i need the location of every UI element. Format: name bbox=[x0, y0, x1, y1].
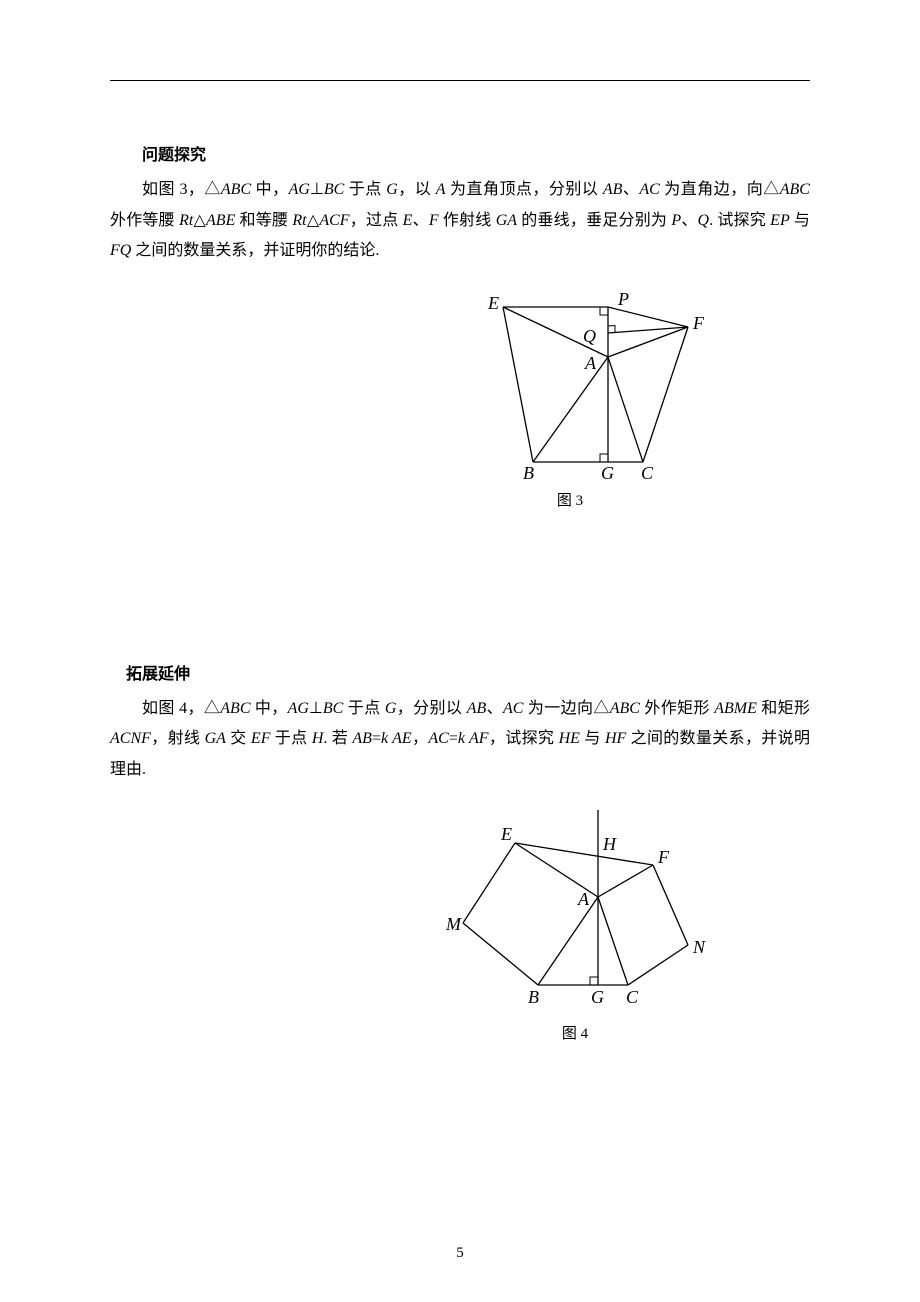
section-title-2: 拓展延伸 bbox=[110, 660, 810, 690]
paragraph-1: 如图 3，△ABC 中，AG⊥BC 于点 G，以 A 为直角顶点，分别以 AB、… bbox=[110, 175, 810, 266]
figure-4-block: E H F A M N B G C 图 4 bbox=[110, 805, 810, 1043]
svg-text:E: E bbox=[487, 293, 499, 313]
svg-text:Q: Q bbox=[583, 326, 596, 346]
svg-text:C: C bbox=[626, 987, 639, 1007]
figure-3-caption: 图 3 bbox=[330, 489, 810, 510]
section-title-1: 问题探究 bbox=[110, 141, 810, 171]
svg-text:P: P bbox=[617, 289, 629, 309]
svg-text:E: E bbox=[500, 824, 512, 844]
svg-text:B: B bbox=[528, 987, 539, 1007]
svg-text:M: M bbox=[445, 914, 462, 934]
figure-3-block: E P F QA B G C 图 3 bbox=[110, 287, 810, 510]
page: 问题探究 如图 3，△ABC 中，AG⊥BC 于点 G，以 A 为直角顶点，分别… bbox=[0, 0, 920, 1302]
svg-text:G: G bbox=[591, 987, 604, 1007]
figure-4-caption: 图 4 bbox=[340, 1022, 810, 1043]
svg-text:H: H bbox=[602, 834, 617, 854]
page-number: 5 bbox=[0, 1245, 920, 1262]
svg-text:F: F bbox=[657, 847, 670, 867]
svg-text:F: F bbox=[692, 313, 705, 333]
svg-text:B: B bbox=[523, 463, 534, 482]
figure-4-svg: E H F A M N B G C bbox=[443, 805, 708, 1015]
header-rule bbox=[110, 80, 810, 81]
svg-text:C: C bbox=[641, 463, 654, 482]
svg-text:A: A bbox=[577, 889, 590, 909]
figure-3-svg: E P F QA B G C bbox=[473, 287, 708, 482]
svg-text:N: N bbox=[692, 937, 706, 957]
svg-text:A: A bbox=[584, 353, 597, 373]
spacer bbox=[110, 510, 810, 660]
svg-text:G: G bbox=[601, 463, 614, 482]
paragraph-2: 如图 4，△ABC 中，AG⊥BC 于点 G，分别以 AB、AC 为一边向△AB… bbox=[110, 694, 810, 785]
